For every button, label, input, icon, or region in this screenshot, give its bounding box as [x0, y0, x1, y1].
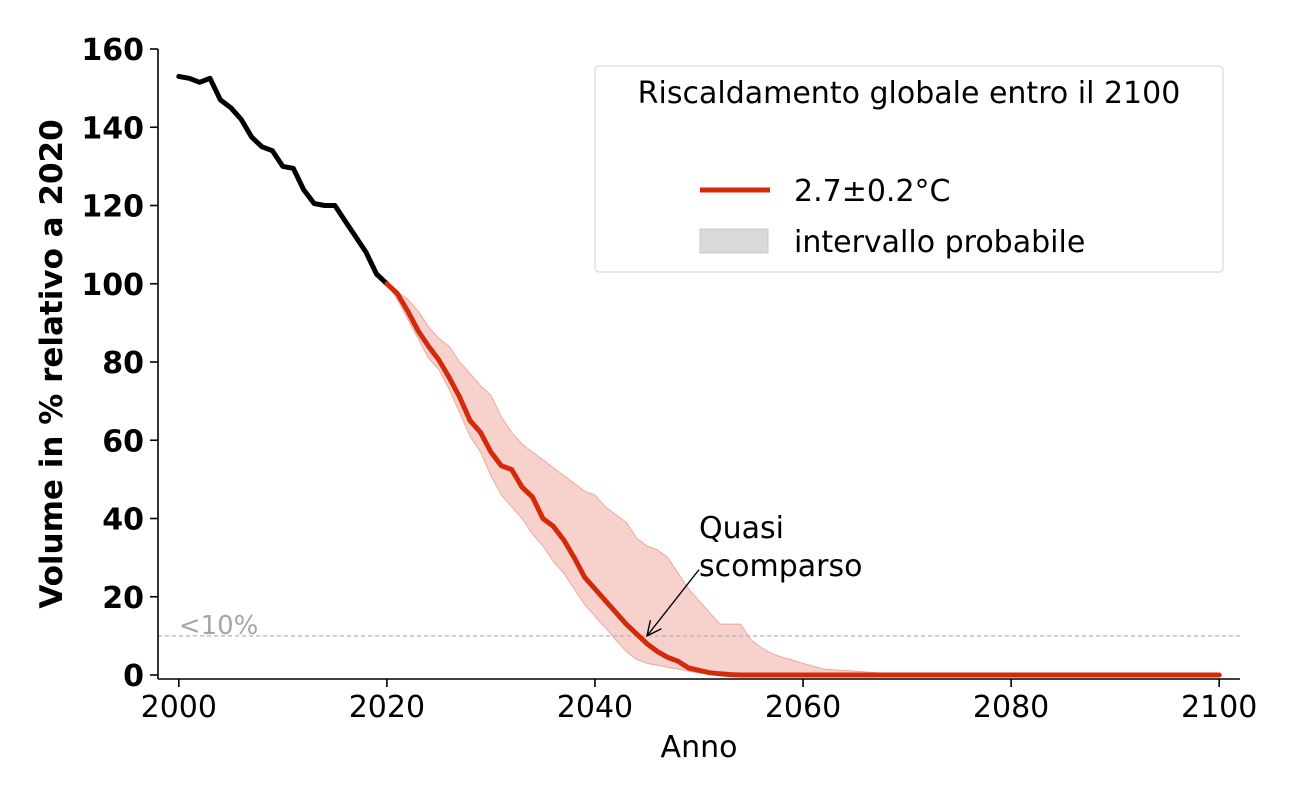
legend-entry-range-label: intervallo probabile — [794, 225, 1085, 260]
legend-patch-swatch — [699, 228, 769, 254]
annotation-arrow — [646, 569, 700, 637]
y-tick-label: 80 — [102, 346, 144, 381]
x-tick-label: 2000 — [141, 690, 217, 725]
likely-range-band-layer — [386, 283, 1220, 676]
x-tick-label: 2060 — [765, 690, 841, 725]
projection-series-line — [384, 281, 1222, 678]
threshold-label: <10% — [179, 611, 259, 641]
x-tick-label: 2040 — [557, 690, 633, 725]
x-tick-label: 2080 — [973, 690, 1049, 725]
y-tick-label: 100 — [81, 268, 144, 303]
y-tick-label: 20 — [102, 581, 144, 616]
x-axis-title: Anno — [661, 730, 738, 765]
x-tick-label: 2020 — [349, 690, 425, 725]
y-ticks: 0 20 40 60 80 100 120 140 160 — [81, 33, 158, 694]
likely-range-band — [386, 283, 1220, 676]
x-tick-label: 2100 — [1181, 690, 1257, 725]
legend-box — [594, 65, 1224, 273]
legend-title: Riscaldamento globale entro il 2100 — [638, 76, 1181, 111]
legend-entry-projection-label: 2.7±0.2°C — [794, 174, 951, 209]
annotation: Quasi scomparso — [645, 511, 862, 638]
y-tick-label: 140 — [81, 111, 144, 146]
x-ticks: 2000 2020 2040 2060 2080 2100 — [141, 679, 1257, 725]
annotation-line-1: Quasi — [699, 511, 784, 546]
observed-series-line — [176, 73, 390, 287]
y-tick-label: 0 — [123, 659, 144, 694]
y-tick-label: 60 — [102, 424, 144, 459]
y-axis-title: Volume in % relativo a 2020 — [34, 119, 70, 608]
y-tick-label: 160 — [81, 33, 144, 68]
y-tick-label: 120 — [81, 190, 144, 225]
series-line-layer — [176, 73, 1222, 678]
legend: Riscaldamento globale entro il 2100 2.7±… — [594, 65, 1224, 273]
annotation-arrowhead — [645, 620, 662, 638]
annotation-line-2: scomparso — [699, 549, 862, 584]
y-tick-label: 40 — [102, 503, 144, 538]
